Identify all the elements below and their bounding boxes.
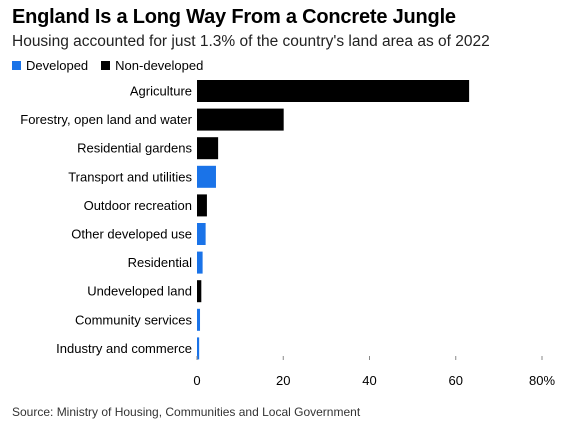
legend-swatch-non-developed — [101, 61, 111, 70]
x-tick-label: 0 — [193, 373, 200, 388]
category-label-forestry-open-land-and-water: Forestry, open land and water — [20, 112, 192, 127]
category-label-residential: Residential — [128, 255, 192, 270]
chart-title: England Is a Long Way From a Concrete Ju… — [12, 6, 456, 28]
legend-swatch-developed — [12, 61, 21, 70]
category-label-agriculture: Agriculture — [130, 84, 192, 99]
bar-residential — [197, 251, 203, 274]
category-label-transport-and-utilities: Transport and utilities — [68, 169, 192, 184]
bar-transport-and-utilities — [197, 165, 216, 188]
x-tick-label: 40 — [362, 373, 376, 388]
category-label-community-services: Community services — [75, 312, 193, 327]
category-label-outdoor-recreation: Outdoor recreation — [84, 198, 192, 213]
x-tick-label: 80% — [529, 373, 555, 388]
bar-industry-and-commerce — [197, 337, 200, 360]
legend-label-developed: Developed — [26, 58, 89, 73]
bar-other-developed-use — [197, 223, 206, 245]
x-tick-label: 60 — [449, 373, 463, 388]
source-note: Source: Ministry of Housing, Communities… — [12, 405, 361, 419]
bar-chart: Agriculture Forestry, open land and water… — [20, 80, 555, 388]
legend-label-non-developed: Non-developed — [115, 58, 204, 73]
chart-subtitle: Housing accounted for just 1.3% of the c… — [12, 33, 490, 50]
bar-forestry-open-land-and-water — [197, 108, 284, 131]
x-tick-label: 20 — [276, 373, 290, 388]
category-label-residential-gardens: Residential gardens — [77, 141, 192, 156]
category-label-industry-and-commerce: Industry and commerce — [56, 341, 192, 356]
category-label-undeveloped-land: Undeveloped land — [87, 284, 192, 299]
bar-residential-gardens — [197, 137, 219, 160]
legend-item-non-developed: Non-developed — [101, 58, 203, 73]
bar-agriculture — [197, 80, 470, 102]
category-label-other-developed-use: Other developed use — [71, 227, 192, 242]
bar-community-services — [197, 308, 201, 331]
legend-item-developed: Developed — [12, 58, 88, 73]
legend: Developed Non-developed — [12, 58, 216, 73]
bar-undeveloped-land — [197, 280, 202, 303]
bar-outdoor-recreation — [197, 194, 207, 217]
